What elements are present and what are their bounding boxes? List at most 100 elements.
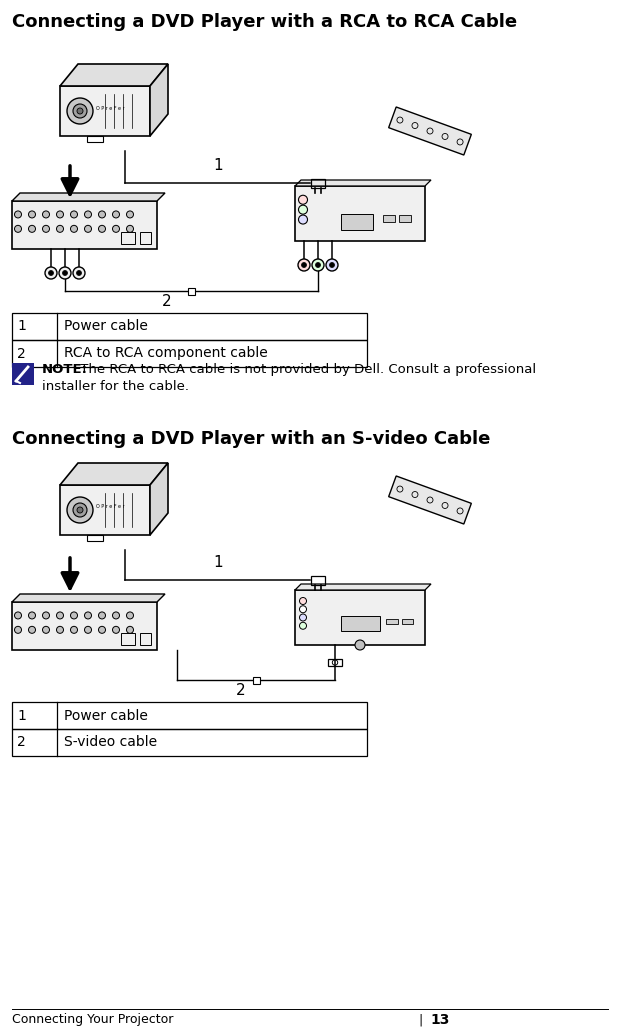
Text: 13: 13 [430, 1013, 450, 1027]
Polygon shape [60, 64, 168, 86]
Circle shape [14, 226, 22, 232]
Bar [311, 178, 325, 188]
Polygon shape [60, 463, 168, 485]
Circle shape [298, 205, 308, 214]
Circle shape [43, 226, 50, 232]
Bar [60, 86, 150, 136]
Circle shape [43, 211, 50, 218]
Circle shape [355, 640, 365, 650]
Polygon shape [150, 64, 168, 136]
Text: RCA to RCA component cable: RCA to RCA component cable [64, 346, 268, 361]
Text: Power cable: Power cable [64, 708, 148, 723]
Text: NOTE:: NOTE: [42, 363, 88, 376]
Circle shape [112, 226, 120, 232]
Circle shape [67, 497, 93, 523]
Circle shape [29, 612, 35, 619]
Circle shape [99, 627, 105, 633]
Circle shape [84, 627, 92, 633]
Circle shape [56, 627, 63, 633]
Circle shape [71, 627, 78, 633]
Bar [87, 136, 103, 142]
Circle shape [63, 270, 68, 275]
Circle shape [43, 612, 50, 619]
Bar [12, 702, 367, 729]
Circle shape [299, 614, 306, 621]
Circle shape [99, 612, 105, 619]
Circle shape [299, 606, 306, 612]
Circle shape [29, 226, 35, 232]
Circle shape [45, 267, 57, 279]
Bar [121, 633, 135, 645]
Text: Connecting Your Projector: Connecting Your Projector [12, 1013, 174, 1026]
Circle shape [112, 612, 120, 619]
Circle shape [84, 612, 92, 619]
Circle shape [14, 612, 22, 619]
Bar [140, 232, 151, 244]
Circle shape [71, 612, 78, 619]
Circle shape [298, 215, 308, 224]
Text: 1: 1 [213, 555, 223, 570]
Circle shape [298, 259, 310, 271]
Circle shape [14, 627, 22, 633]
Bar [399, 215, 410, 222]
Text: 2: 2 [161, 294, 171, 309]
Circle shape [56, 226, 63, 232]
Circle shape [59, 267, 71, 279]
Bar [340, 213, 373, 230]
Bar [12, 729, 367, 756]
Text: 2: 2 [236, 683, 246, 698]
Circle shape [99, 226, 105, 232]
Text: |: | [418, 1013, 422, 1026]
Circle shape [48, 270, 53, 275]
Bar [311, 575, 325, 585]
Text: O P r e F e r: O P r e F e r [95, 504, 125, 509]
Bar [383, 215, 395, 222]
Circle shape [99, 211, 105, 218]
Circle shape [84, 226, 92, 232]
Bar [60, 485, 150, 535]
Circle shape [56, 211, 63, 218]
Bar [295, 590, 425, 645]
Circle shape [73, 104, 87, 118]
Text: 1: 1 [17, 320, 26, 333]
Circle shape [312, 259, 324, 271]
Bar [12, 340, 367, 367]
Circle shape [43, 627, 50, 633]
Bar [121, 232, 135, 244]
Circle shape [326, 259, 338, 271]
Bar [252, 676, 260, 684]
Text: 1: 1 [17, 708, 26, 723]
Bar [12, 363, 34, 385]
Bar [87, 535, 103, 541]
Circle shape [77, 108, 83, 114]
Polygon shape [12, 193, 165, 201]
Polygon shape [389, 476, 471, 524]
Text: installer for the cable.: installer for the cable. [42, 380, 189, 393]
Circle shape [73, 503, 87, 517]
Circle shape [77, 507, 83, 513]
Bar [188, 288, 195, 295]
Circle shape [298, 195, 308, 204]
Circle shape [14, 211, 22, 218]
Circle shape [299, 598, 306, 604]
Polygon shape [389, 107, 471, 155]
Circle shape [329, 263, 335, 267]
Bar [12, 201, 157, 250]
Circle shape [29, 627, 35, 633]
Bar [140, 633, 151, 645]
Bar [328, 659, 342, 666]
Circle shape [126, 627, 133, 633]
Text: 2: 2 [17, 346, 26, 361]
Circle shape [71, 226, 78, 232]
Polygon shape [12, 594, 165, 602]
Text: Connecting a DVD Player with a RCA to RCA Cable: Connecting a DVD Player with a RCA to RC… [12, 13, 517, 31]
Circle shape [56, 612, 63, 619]
Bar [295, 186, 425, 241]
Text: 2: 2 [17, 735, 26, 750]
Circle shape [112, 211, 120, 218]
Circle shape [299, 623, 306, 629]
Text: O P r e F e r: O P r e F e r [95, 105, 125, 110]
Text: The RCA to RCA cable is not provided by Dell. Consult a professional: The RCA to RCA cable is not provided by … [76, 363, 536, 376]
Text: 1: 1 [213, 158, 223, 173]
Circle shape [301, 263, 306, 267]
